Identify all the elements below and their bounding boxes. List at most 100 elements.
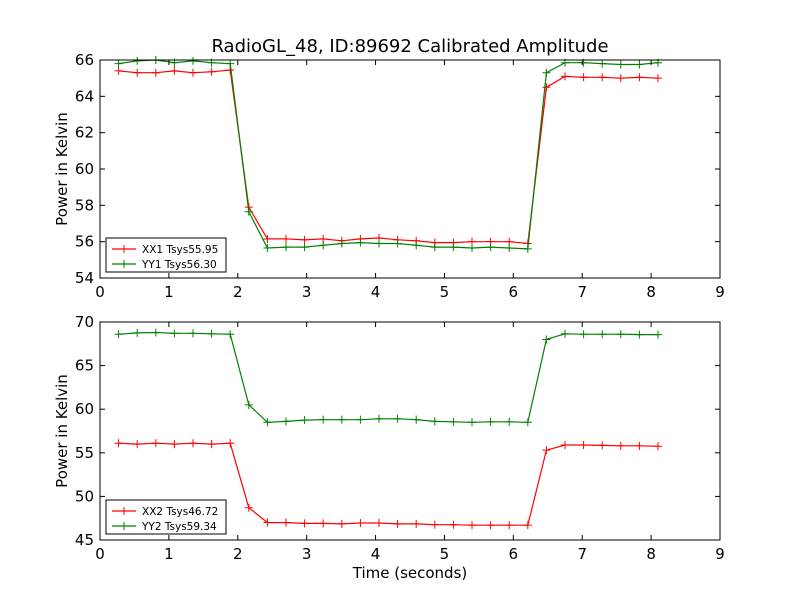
- axes-frame: [99, 321, 721, 541]
- data-point: [486, 243, 495, 252]
- data-point: [523, 418, 532, 427]
- y-tick-label: 70: [75, 313, 94, 331]
- data-point: [523, 521, 532, 530]
- data-point: [226, 439, 235, 448]
- y-tick-label: 55: [75, 444, 94, 462]
- data-point: [486, 521, 495, 530]
- data-point: [523, 244, 532, 253]
- legend-marker: [120, 507, 128, 515]
- data-point: [244, 207, 253, 216]
- data-point: [263, 518, 272, 527]
- legend-label: XX1 Tsys55.95: [142, 244, 218, 256]
- data-point: [449, 417, 458, 426]
- x-tick-label: 9: [715, 545, 725, 563]
- data-point: [449, 520, 458, 529]
- data-point: [356, 415, 365, 424]
- data-point: [393, 414, 402, 423]
- legend-label: YY2 Tsys59.34: [141, 521, 217, 533]
- x-tick-label: 5: [440, 283, 450, 301]
- data-point: [505, 417, 514, 426]
- data-point: [114, 439, 123, 448]
- legend: XX1 Tsys55.95 YY1 Tsys56.30: [105, 237, 227, 273]
- data-point: [654, 330, 662, 339]
- y-tick-label: 66: [75, 51, 94, 69]
- data-point: [616, 330, 625, 339]
- data-point: [486, 417, 495, 426]
- data-point: [375, 239, 383, 248]
- data-point: [616, 74, 625, 83]
- y-tick-label: 50: [75, 487, 94, 505]
- data-point: [337, 415, 346, 424]
- data-point: [114, 66, 123, 75]
- data-point: [300, 519, 309, 528]
- x-tick-label: 6: [509, 545, 519, 563]
- data-point: [654, 74, 662, 83]
- data-point: [170, 440, 179, 449]
- data-point: [635, 73, 644, 82]
- data-point: [654, 442, 662, 451]
- data-point: [356, 518, 365, 527]
- data-point: [393, 519, 402, 528]
- data-point: [151, 68, 160, 77]
- data-point: [505, 521, 514, 530]
- data-point: [319, 241, 328, 250]
- data-point: [300, 243, 309, 252]
- data-point: [282, 243, 290, 252]
- data-point: [263, 244, 272, 253]
- data-point: [542, 446, 551, 455]
- y-tick-label: 54: [75, 269, 94, 287]
- x-tick-label: 8: [646, 283, 656, 301]
- data-point: [226, 330, 235, 339]
- x-tick-label: 7: [577, 283, 587, 301]
- data-point: [207, 67, 216, 76]
- data-point: [561, 440, 569, 449]
- data-point: [300, 416, 309, 425]
- data-point: [412, 519, 421, 528]
- legend-label: XX2 Tsys46.72: [142, 506, 218, 518]
- series-1: [114, 439, 662, 530]
- x-tick-label: 4: [371, 545, 381, 563]
- y-tick-label: 45: [75, 531, 94, 549]
- y-tick-label: 64: [75, 87, 94, 105]
- data-point: [635, 60, 644, 69]
- series-2: [114, 328, 662, 427]
- legend-marker: [120, 522, 128, 530]
- x-tick-label: 9: [715, 283, 725, 301]
- y-tick-label: 58: [75, 196, 94, 214]
- data-point: [207, 440, 216, 449]
- data-point: [505, 244, 514, 253]
- legend-box: [105, 237, 227, 273]
- data-point: [561, 72, 569, 81]
- legend: XX2 Tsys46.72 YY2 Tsys59.34: [105, 499, 227, 535]
- legend-box: [105, 499, 227, 535]
- data-point: [263, 234, 272, 243]
- x-tick-label: 7: [577, 545, 587, 563]
- series-2: [114, 56, 662, 253]
- data-point: [430, 243, 439, 252]
- data-point: [598, 59, 607, 68]
- x-tick-label: 0: [95, 545, 105, 563]
- x-tick-label: 4: [371, 283, 381, 301]
- data-point: [319, 519, 328, 528]
- data-point: [468, 244, 476, 253]
- data-point: [635, 441, 644, 450]
- data-point: [542, 335, 551, 344]
- data-point: [337, 519, 346, 528]
- data-point: [282, 417, 290, 426]
- figure-title: RadioGL_48, ID:89692 Calibrated Amplitud…: [211, 36, 608, 57]
- data-point: [207, 329, 216, 338]
- y-axis-label: Power in Kelvin: [53, 112, 71, 226]
- x-tick-label: 6: [509, 283, 519, 301]
- data-point: [579, 73, 588, 82]
- data-point: [412, 415, 421, 424]
- data-point: [133, 328, 142, 337]
- data-point: [226, 59, 235, 68]
- data-point: [579, 440, 588, 449]
- data-point: [375, 518, 383, 527]
- y-tick-label: 62: [75, 124, 94, 142]
- data-point: [430, 520, 439, 529]
- data-point: [356, 238, 365, 247]
- data-point: [579, 330, 588, 339]
